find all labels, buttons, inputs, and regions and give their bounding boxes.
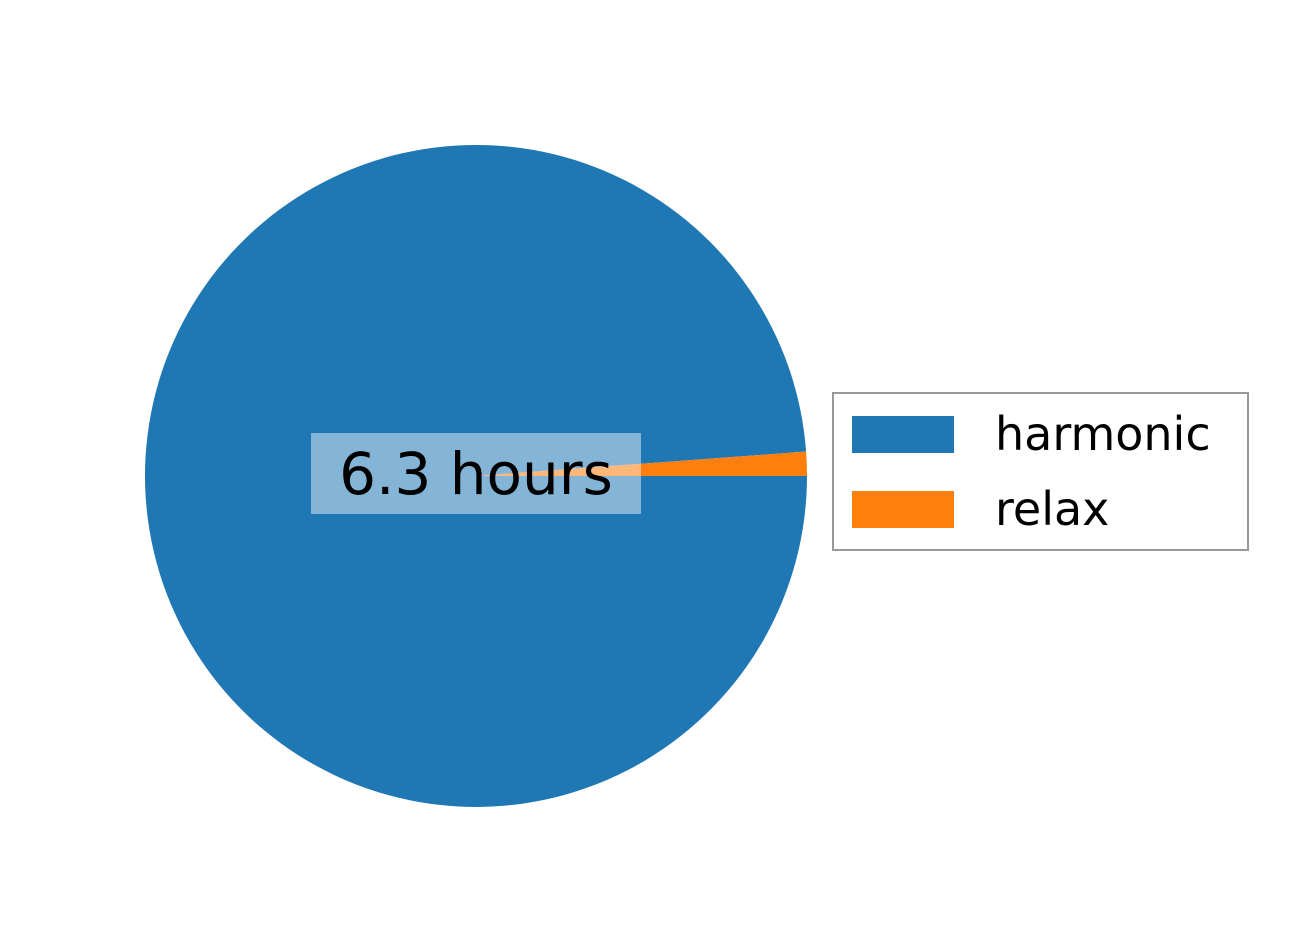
pie-slice-label-text: 6.3 hours (339, 439, 613, 508)
pie-slice-harmonic[interactable] (145, 144, 808, 807)
legend-swatch-harmonic (852, 415, 954, 453)
pie-slice-relax[interactable] (476, 451, 808, 476)
legend-entry-relax[interactable]: relax (852, 486, 1109, 532)
pie-slice-label-harmonic: 6.3 hours (311, 433, 641, 514)
legend-label-relax: relax (995, 482, 1110, 536)
legend-swatch-relax (852, 490, 954, 528)
legend-entry-harmonic[interactable]: harmonic (852, 411, 1211, 457)
legend-label-harmonic: harmonic (995, 407, 1211, 461)
chart-legend: harmonic relax (832, 392, 1249, 551)
